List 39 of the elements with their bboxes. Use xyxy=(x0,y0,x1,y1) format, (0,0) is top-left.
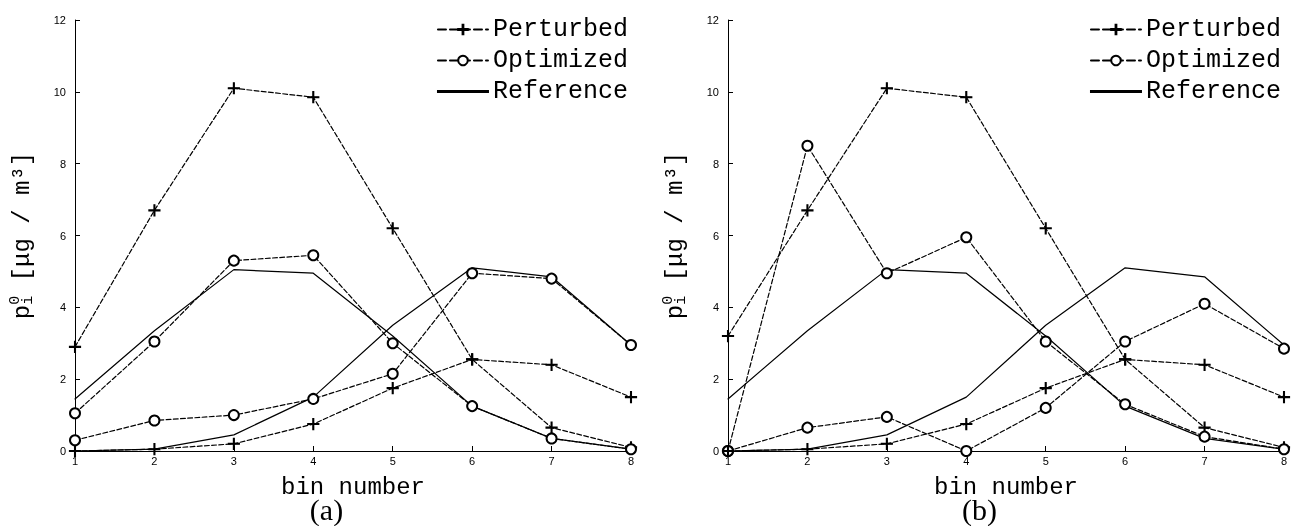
y-tick-label: 12 xyxy=(706,14,719,26)
legend-label: Perturbed xyxy=(492,15,629,44)
x-tick-label: 3 xyxy=(230,454,237,467)
y-tick-label: 10 xyxy=(706,85,719,98)
y-tick-label: 2 xyxy=(59,373,66,386)
x-tick-label: 2 xyxy=(151,454,158,467)
y-tick-label: 2 xyxy=(712,373,719,386)
y-tick-label: 12 xyxy=(53,14,66,26)
x-tick-label: 7 xyxy=(548,454,555,467)
y-tick-label: 0 xyxy=(59,445,66,457)
legend-label: Optimized xyxy=(492,46,629,75)
x-tick-label: 2 xyxy=(804,454,811,467)
x-tick-label: 5 xyxy=(1042,454,1049,467)
x-axis-title: bin number xyxy=(933,473,1079,501)
x-tick-label: 3 xyxy=(883,454,890,467)
y-tick-label: 0 xyxy=(712,445,719,457)
x-tick-label: 6 xyxy=(1122,454,1129,467)
y-tick-label: 6 xyxy=(712,229,719,242)
y-tick-label: 6 xyxy=(59,229,66,242)
x-tick-label: 4 xyxy=(310,454,317,467)
x-tick-label: 8 xyxy=(1280,454,1288,467)
legend-label: Optimized xyxy=(1145,46,1282,75)
y-tick-label: 8 xyxy=(59,157,66,170)
x-tick-label: 6 xyxy=(469,454,476,467)
y-axis-title: pi0 [μg / m³] xyxy=(660,151,690,320)
legend-label: Reference xyxy=(492,77,629,106)
x-tick-label: 4 xyxy=(963,454,970,467)
x-tick-label: 1 xyxy=(724,454,732,467)
y-tick-label: 8 xyxy=(712,157,719,170)
y-tick-label: 4 xyxy=(712,301,719,314)
legend-label: Perturbed xyxy=(1145,15,1282,44)
x-tick-label: 7 xyxy=(1201,454,1208,467)
x-tick-label: 8 xyxy=(627,454,635,467)
x-tick-label: 1 xyxy=(71,454,79,467)
y-axis-title: pi0 [μg / m³] xyxy=(7,151,37,320)
y-tick-label: 4 xyxy=(59,301,66,314)
legend-label: Reference xyxy=(1145,77,1282,106)
y-tick-label: 10 xyxy=(53,85,66,98)
x-tick-label: 5 xyxy=(389,454,396,467)
